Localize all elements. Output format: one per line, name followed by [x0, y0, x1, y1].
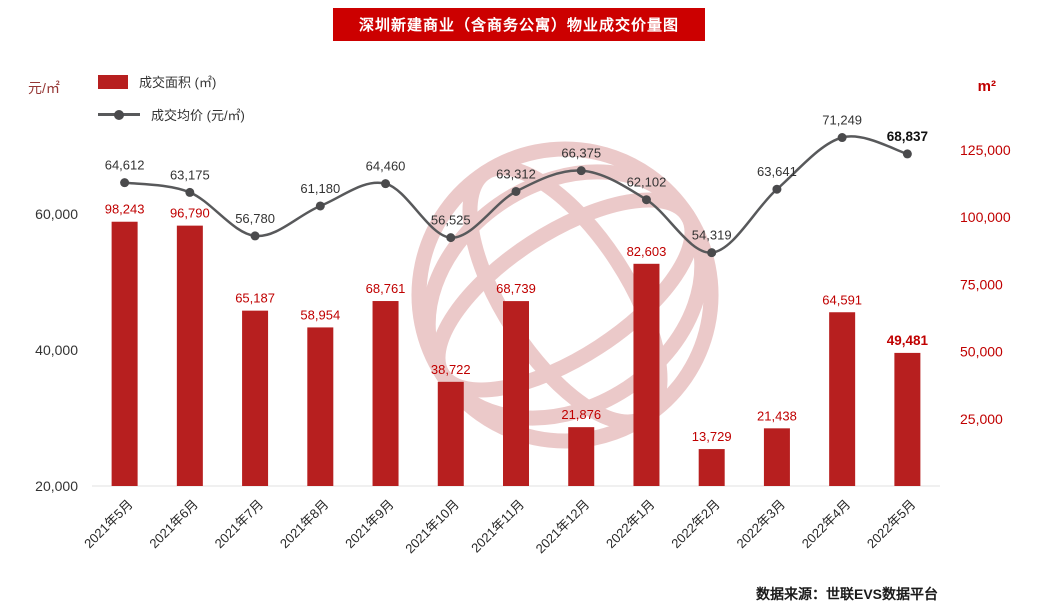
- left-axis-tick-label: 20,000: [35, 478, 78, 494]
- bar-value-label: 96,790: [170, 206, 210, 221]
- x-axis-label-2021年11月: 2021年11月: [468, 497, 527, 556]
- bar-value-label: 98,243: [105, 202, 145, 217]
- bar-2021年10月: [437, 381, 464, 486]
- bar-2021年8月: [307, 327, 334, 486]
- price-point-2022年3月: [772, 184, 782, 194]
- legend-price-label: 成交均价 (元/㎡): [151, 108, 245, 123]
- price-point-2022年5月: [902, 149, 912, 159]
- legend-line-marker-icon: [98, 109, 140, 120]
- legend-item-area: 成交面积 (㎡): [98, 72, 245, 91]
- legend-dot-icon: [114, 109, 124, 120]
- price-point-2022年2月: [707, 248, 717, 258]
- bar-value-label: 68,739: [496, 281, 536, 296]
- price-value-label: 63,312: [496, 166, 536, 181]
- right-axis-tick-label: 50,000: [960, 344, 1003, 360]
- right-axis-unit: m²: [977, 78, 996, 95]
- price-point-2022年1月: [641, 195, 651, 205]
- bar-2022年2月: [698, 449, 725, 486]
- left-axis-tick-label: 60,000: [35, 206, 78, 222]
- price-value-label: 71,249: [822, 113, 862, 128]
- price-point-2022年4月: [837, 133, 847, 143]
- bar-2022年3月: [763, 428, 790, 486]
- bar-value-label: 64,591: [822, 292, 862, 307]
- price-value-label: 54,319: [692, 228, 732, 243]
- bar-2022年5月: [894, 352, 921, 486]
- bar-value-label: 21,876: [561, 407, 601, 422]
- data-source-note: 数据来源：世联EVS数据平台: [755, 586, 938, 602]
- right-axis-tick-label: 100,000: [960, 209, 1011, 225]
- bar-2021年5月: [111, 221, 138, 487]
- bar-value-label: 38,722: [431, 362, 471, 377]
- chart-title-banner: 深圳新建商业（含商务公寓）物业成交价量图: [332, 8, 706, 41]
- bar-value-label: 82,603: [627, 244, 667, 259]
- price-point-2021年6月: [185, 187, 195, 197]
- x-axis-label-2021年12月: 2021年12月: [533, 497, 593, 557]
- legend-item-price: 成交均价 (元/㎡): [98, 105, 245, 124]
- bar-2021年9月: [372, 301, 399, 486]
- bar-2021年7月: [242, 310, 269, 486]
- left-axis-unit: 元/㎡: [28, 80, 60, 96]
- bar-value-label: 49,481: [887, 333, 929, 348]
- price-value-label: 68,837: [887, 129, 928, 144]
- price-point-2021年5月: [120, 178, 130, 188]
- right-axis-tick-label: 125,000: [960, 142, 1011, 158]
- price-value-label: 66,375: [561, 146, 601, 161]
- price-value-label: 56,525: [431, 213, 471, 228]
- price-value-label: 61,180: [300, 181, 340, 196]
- x-axis-label-2022年4月: 2022年4月: [799, 497, 854, 552]
- x-axis-label-2021年7月: 2021年7月: [212, 497, 267, 552]
- x-axis-label-2021年8月: 2021年8月: [277, 497, 332, 552]
- bar-value-label: 21,438: [757, 408, 797, 423]
- x-axis-label-2021年10月: 2021年10月: [402, 497, 462, 557]
- legend-bar-swatch-icon: [98, 74, 128, 89]
- bar-value-label: 13,729: [692, 429, 732, 444]
- right-axis-tick-label: 25,000: [960, 411, 1003, 427]
- price-value-label: 63,175: [170, 167, 210, 182]
- bar-value-label: 65,187: [235, 291, 275, 306]
- price-value-label: 63,641: [757, 164, 797, 179]
- bar-value-label: 58,954: [300, 307, 340, 322]
- x-axis-label-2021年9月: 2021年9月: [342, 497, 397, 552]
- x-axis-label-2021年6月: 2021年6月: [146, 497, 201, 552]
- left-axis-tick-label: 40,000: [35, 342, 78, 358]
- price-point-2021年8月: [315, 201, 325, 211]
- bar-2021年12月: [568, 427, 595, 486]
- legend: 成交面积 (㎡) 成交均价 (元/㎡): [98, 72, 245, 124]
- right-axis-tick-label: 75,000: [960, 276, 1003, 292]
- bar-2021年6月: [176, 225, 203, 487]
- x-axis-label-2022年3月: 2022年3月: [733, 497, 788, 552]
- bar-2022年4月: [829, 312, 856, 486]
- price-value-label: 64,612: [105, 158, 145, 173]
- x-axis-label-2021年5月: 2021年5月: [81, 497, 136, 552]
- x-axis-label-2022年1月: 2022年1月: [603, 497, 658, 552]
- price-value-label: 64,460: [366, 159, 406, 174]
- price-point-2021年12月: [576, 166, 586, 176]
- price-point-2021年9月: [381, 179, 391, 189]
- bar-2021年11月: [503, 301, 529, 486]
- bar-2022年1月: [633, 263, 660, 486]
- x-axis-label-2022年5月: 2022年5月: [864, 497, 919, 552]
- price-point-2021年7月: [250, 231, 260, 241]
- price-value-label: 56,780: [235, 211, 275, 226]
- price-point-2021年11月: [511, 186, 521, 196]
- price-value-label: 62,102: [627, 175, 667, 190]
- legend-area-label: 成交面积 (㎡): [139, 75, 217, 90]
- bar-value-label: 68,761: [366, 281, 406, 296]
- x-axis-label-2022年2月: 2022年2月: [668, 497, 723, 552]
- price-point-2021年10月: [446, 233, 456, 243]
